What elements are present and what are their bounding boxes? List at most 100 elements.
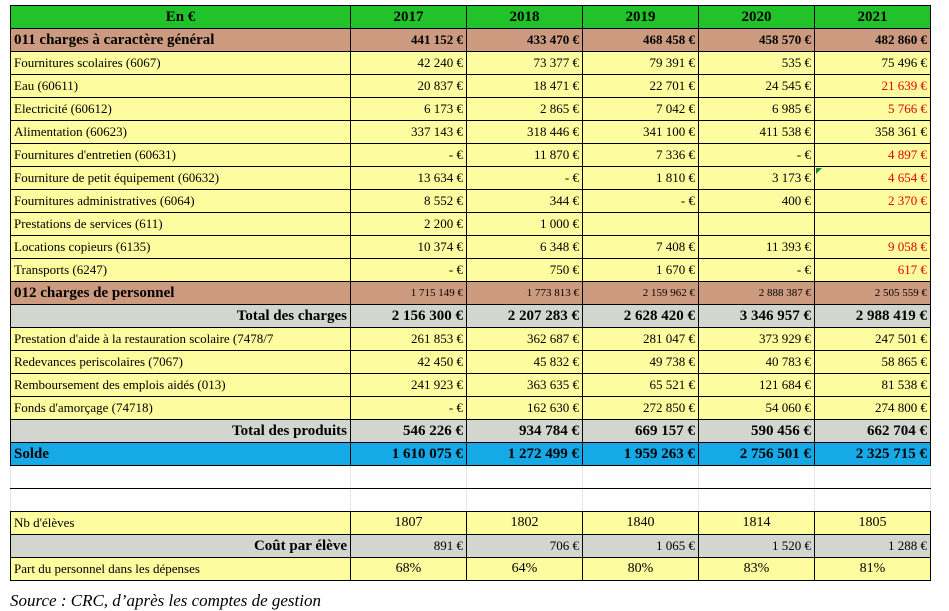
charge-row-9: Transports (6247) - €750 €1 670 € - €617 € xyxy=(10,258,931,282)
charge-row-8-value-2019: 7 408 € xyxy=(582,235,699,259)
charge-row-7-value-2018: 1 000 € xyxy=(466,212,583,236)
charge-row-8-value-2017: 10 374 € xyxy=(350,235,467,259)
budget-table-body: En €2017 2018 2019 2020 2021 011 charges à ca… xyxy=(10,5,931,581)
charge-row-7-value-2017: 2 200 € xyxy=(350,212,467,236)
total-charges-row-value-2018: 2 207 283 € xyxy=(466,304,583,328)
cat011-row-value-2018: 433 470 € xyxy=(466,28,583,52)
charge-row-1-value-2018: 18 471 € xyxy=(466,74,583,98)
cat012-row-value-2019: 2 159 962 € xyxy=(582,281,699,305)
charge-row-6: Fournitures administratives (6064) 8 552 … xyxy=(10,189,931,213)
nb-eleves-row-value-2021: 1805 xyxy=(814,511,931,535)
produit-row-0-value-2018: 362 687 € xyxy=(466,327,583,351)
cout-eleve-row-value-2019: 1 065 € xyxy=(582,534,699,558)
charge-row-4-value-2017: - € xyxy=(350,143,467,167)
part-personnel-row-label: Part du personnel dans les dépenses xyxy=(10,557,351,581)
solde-row-value-2018: 1 272 499 € xyxy=(466,442,583,466)
total-charges-row-value-2021: 2 988 419 € xyxy=(814,304,931,328)
charge-row-9-value-2019: 1 670 € xyxy=(582,258,699,282)
produit-row-2-value-2021: 81 538 € xyxy=(814,373,931,397)
cat011-row-value-2020: 458 570 € xyxy=(698,28,815,52)
produit-row-1-value-2019: 49 738 € xyxy=(582,350,699,374)
blank-cell xyxy=(698,465,815,489)
produit-row-3: Fonds d'amorçage (74718) - €162 630 €272 … xyxy=(10,396,931,420)
produit-row-1-value-2021: 58 865 € xyxy=(814,350,931,374)
blank-row-1 xyxy=(10,488,931,512)
cat011-row-label: 011 charges à caractère général xyxy=(10,28,351,52)
cout-eleve-row-value-2020: 1 520 € xyxy=(698,534,815,558)
charge-row-5-value-2018: - € xyxy=(466,166,583,190)
charge-row-7-value-2019 xyxy=(582,212,699,236)
cout-eleve-row-value-2018: 706 € xyxy=(466,534,583,558)
charge-row-0-label: Fournitures scolaires (6067) xyxy=(10,51,351,75)
charge-row-4: Fournitures d'entretien (60631) - €11 870… xyxy=(10,143,931,167)
charge-row-3-value-2021: 358 361 € xyxy=(814,120,931,144)
cout-eleve-row-value-2021: 1 288 € xyxy=(814,534,931,558)
produit-row-1-label: Redevances periscolaires (7067) xyxy=(10,350,351,374)
header-year-2: 2019 xyxy=(582,5,699,29)
cat011-row-value-2019: 468 458 € xyxy=(582,28,699,52)
charge-row-8-value-2018: 6 348 € xyxy=(466,235,583,259)
charge-row-1-value-2017: 20 837 € xyxy=(350,74,467,98)
charge-row-0-value-2021: 75 496 € xyxy=(814,51,931,75)
cat012-row-value-2017: 1 715 149 € xyxy=(350,281,467,305)
cat012-row-label: 012 charges de personnel xyxy=(10,281,351,305)
charge-row-2-value-2019: 7 042 € xyxy=(582,97,699,121)
charge-row-2-value-2018: 2 865 € xyxy=(466,97,583,121)
cout-eleve-row: Coût par élève 891 €706 €1 065 €1 520 €1 … xyxy=(10,534,931,558)
blank-cell xyxy=(814,488,931,512)
part-personnel-row-value-2019: 80% xyxy=(582,557,699,581)
part-personnel-row-value-2017: 68% xyxy=(350,557,467,581)
produit-row-2-value-2019: 65 521 € xyxy=(582,373,699,397)
budget-table: En €2017 2018 2019 2020 2021 011 charges à ca… xyxy=(10,5,931,581)
total-charges-row-value-2020: 3 346 957 € xyxy=(698,304,815,328)
blank-row-0 xyxy=(10,465,931,489)
cat012-row-value-2020: 2 888 387 € xyxy=(698,281,815,305)
produit-row-0-label: Prestation d'aide à la restauration scol… xyxy=(10,327,351,351)
charge-row-1-value-2019: 22 701 € xyxy=(582,74,699,98)
charge-row-4-value-2021: 4 897 € xyxy=(814,143,931,167)
solde-row-value-2020: 2 756 501 € xyxy=(698,442,815,466)
blank-cell xyxy=(350,488,467,512)
charge-row-9-value-2021: 617 € xyxy=(814,258,931,282)
charge-row-3-value-2017: 337 143 € xyxy=(350,120,467,144)
charge-row-7-value-2021 xyxy=(814,212,931,236)
blank-cell xyxy=(466,465,583,489)
cat011-row: 011 charges à caractère général 441 152 €… xyxy=(10,28,931,52)
total-produits-row-label: Total des produits xyxy=(10,419,351,443)
blank-cell xyxy=(350,465,467,489)
charge-row-6-value-2017: 8 552 € xyxy=(350,189,467,213)
cat011-row-value-2021: 482 860 € xyxy=(814,28,931,52)
nb-eleves-row-value-2019: 1840 xyxy=(582,511,699,535)
charge-row-5: Fourniture de petit équipement (60632) 13… xyxy=(10,166,931,190)
produit-row-0-value-2020: 373 929 € xyxy=(698,327,815,351)
charge-row-0-value-2019: 79 391 € xyxy=(582,51,699,75)
produit-row-2: Remboursement des emplois aidés (013) 241… xyxy=(10,373,931,397)
total-produits-row-value-2019: 669 157 € xyxy=(582,419,699,443)
charge-row-8: Locations copieurs (6135) 10 374 €6 348 €… xyxy=(10,235,931,259)
solde-row-label: Solde xyxy=(10,442,351,466)
produit-row-0-value-2017: 261 853 € xyxy=(350,327,467,351)
source-note: Source : CRC, d’après les comptes de ges… xyxy=(10,591,321,610)
charge-row-1: Eau (60611) 20 837 €18 471 €22 701 €24 54… xyxy=(10,74,931,98)
charge-row-9-value-2020: - € xyxy=(698,258,815,282)
part-personnel-row-value-2021: 81% xyxy=(814,557,931,581)
header-label: En € xyxy=(10,5,351,29)
nb-eleves-row-value-2020: 1814 xyxy=(698,511,815,535)
charge-row-7-label: Prestations de services (611) xyxy=(10,212,351,236)
charge-row-2-value-2017: 6 173 € xyxy=(350,97,467,121)
cat012-row-value-2018: 1 773 813 € xyxy=(466,281,583,305)
total-charges-row-value-2019: 2 628 420 € xyxy=(582,304,699,328)
charge-row-6-label: Fournitures administratives (6064) xyxy=(10,189,351,213)
solde-row-value-2019: 1 959 263 € xyxy=(582,442,699,466)
produit-row-0: Prestation d'aide à la restauration scol… xyxy=(10,327,931,351)
charge-row-3-value-2018: 318 446 € xyxy=(466,120,583,144)
charge-row-5-value-2019: 1 810 € xyxy=(582,166,699,190)
total-charges-row-label: Total des charges xyxy=(10,304,351,328)
total-produits-row-value-2017: 546 226 € xyxy=(350,419,467,443)
produit-row-0-value-2019: 281 047 € xyxy=(582,327,699,351)
cat012-row-value-2021: 2 505 559 € xyxy=(814,281,931,305)
charge-row-6-value-2018: 344 € xyxy=(466,189,583,213)
charge-row-4-label: Fournitures d'entretien (60631) xyxy=(10,143,351,167)
charge-row-2: Electricité (60612) 6 173 €2 865 €7 042 €… xyxy=(10,97,931,121)
charge-row-7-value-2020 xyxy=(698,212,815,236)
